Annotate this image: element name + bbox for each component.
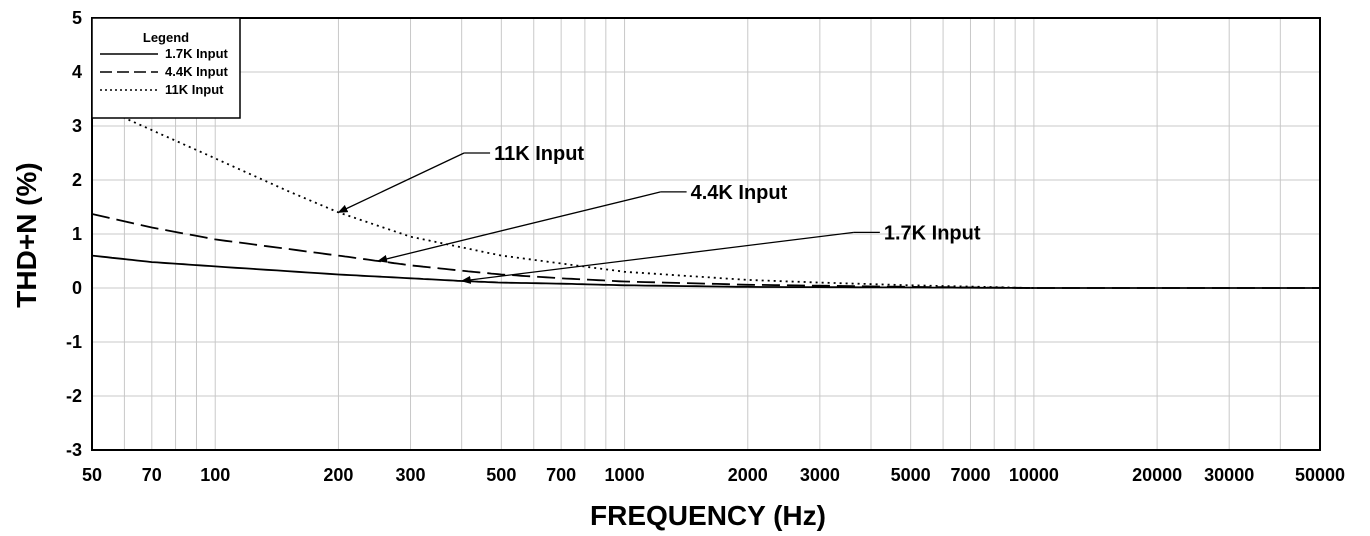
x-tick-label: 700 <box>546 465 576 485</box>
annotation-arrow <box>337 152 465 213</box>
x-tick-label: 50000 <box>1295 465 1345 485</box>
legend-title: Legend <box>143 30 189 45</box>
x-axis-title: FREQUENCY (Hz) <box>590 500 826 531</box>
legend-entries: 1.7K Input 4.4K Input 11K Input <box>100 46 229 97</box>
x-tick-label: 20000 <box>1132 465 1182 485</box>
x-tick-label: 5000 <box>891 465 931 485</box>
x-tick-label: 100 <box>200 465 230 485</box>
x-tick-label: 7000 <box>950 465 990 485</box>
annotations: 11K Input 4.4K Input 1.7K Input <box>337 143 981 284</box>
y-axis-title: THD+N (%) <box>11 162 42 307</box>
annotation-label: 4.4K Input <box>691 182 788 204</box>
x-tick-label: 50 <box>82 465 102 485</box>
annotation-arrow <box>377 191 661 263</box>
plot-frame <box>91 17 1321 451</box>
y-tick-labels: 5 4 3 2 1 0 -1 -2 -3 <box>66 8 82 460</box>
y-tick-label: -2 <box>66 386 82 406</box>
y-tick-label: 5 <box>72 8 82 28</box>
x-tick-label: 2000 <box>728 465 768 485</box>
series-lines <box>92 98 1320 289</box>
x-tick-label: 10000 <box>1009 465 1059 485</box>
x-tick-label: 500 <box>486 465 516 485</box>
x-tick-label: 1000 <box>605 465 645 485</box>
x-tick-label: 300 <box>395 465 425 485</box>
legend-entry-label: 11K Input <box>165 82 224 97</box>
annotation-label: 1.7K Input <box>884 222 981 244</box>
y-tick-label: -3 <box>66 440 82 460</box>
x-tick-label: 30000 <box>1204 465 1254 485</box>
x-tick-label: 200 <box>323 465 353 485</box>
legend-entry-label: 1.7K Input <box>165 46 229 61</box>
annotation-arrow <box>460 231 854 284</box>
x-tick-label: 70 <box>142 465 162 485</box>
legend-entry-label: 4.4K Input <box>165 64 229 79</box>
grid-lines <box>92 18 1320 450</box>
y-tick-label: 3 <box>72 116 82 136</box>
y-tick-label: 1 <box>72 224 82 244</box>
series-line <box>92 98 1034 289</box>
x-tick-label: 3000 <box>800 465 840 485</box>
y-tick-label: 0 <box>72 278 82 298</box>
annotation-label: 11K Input <box>494 143 584 165</box>
legend: Legend 1.7K Input 4.4K Input 11K Input <box>91 17 241 119</box>
x-tick-labels: 50 70 100 200 300 500 700 1000 2000 3000 5000 7000 1… <box>82 465 1345 485</box>
y-tick-label: -1 <box>66 332 82 352</box>
y-tick-label: 4 <box>72 62 82 82</box>
series-line <box>92 254 1320 289</box>
legend-box <box>91 17 241 119</box>
y-tick-label: 2 <box>72 170 82 190</box>
